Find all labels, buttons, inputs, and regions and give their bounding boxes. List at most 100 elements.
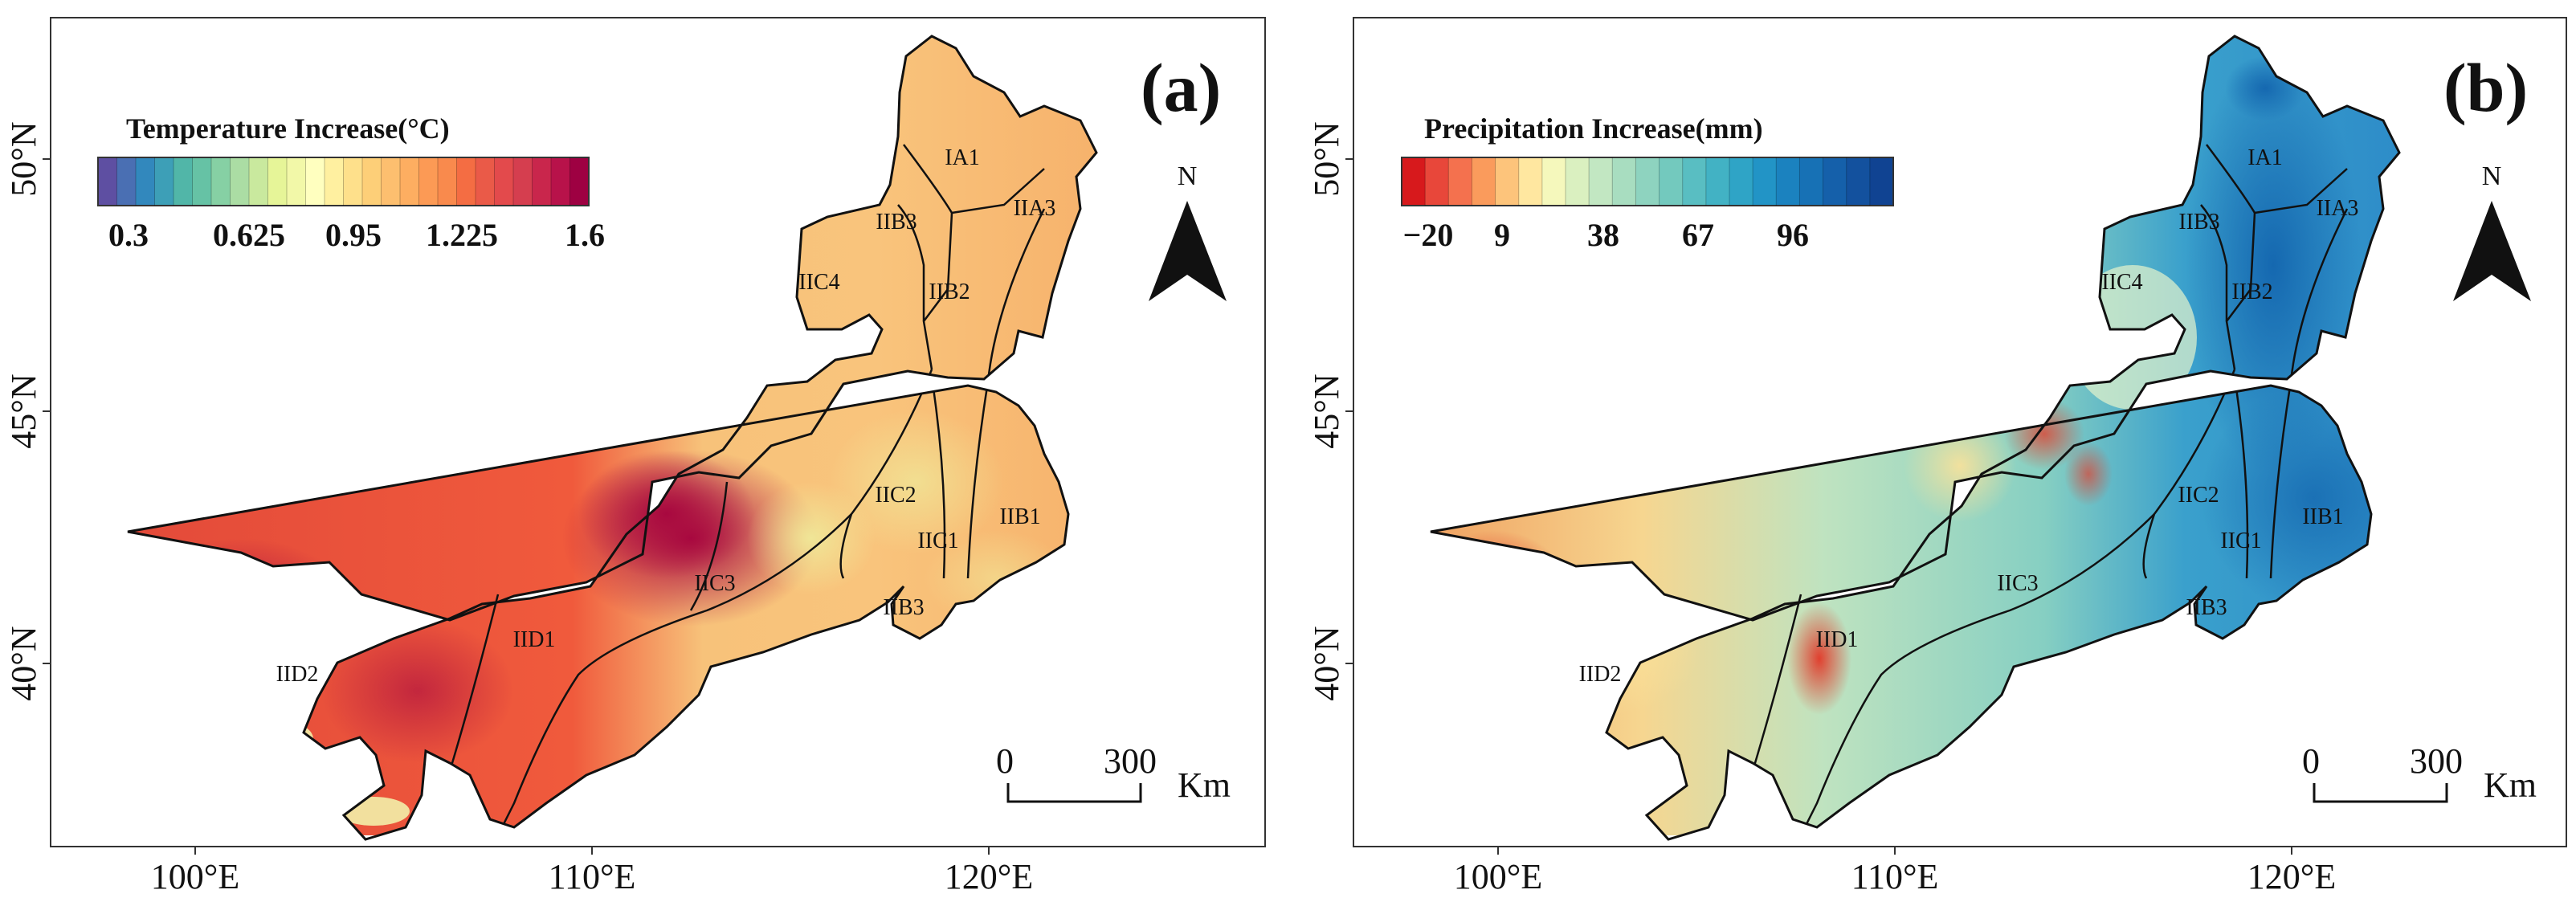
- colorbar-swatch: [1682, 157, 1707, 206]
- colorbar-swatch: [1448, 157, 1473, 206]
- colorbar-swatch: [438, 157, 458, 206]
- colorbar-swatch: [1776, 157, 1801, 206]
- colorbar-tick-label: 38: [1587, 217, 1619, 253]
- panel-b-y-tick-40: 40°N: [1307, 626, 1346, 700]
- region-label-iid2: IID2: [276, 662, 319, 687]
- panel-b-north-arrow: N: [2453, 161, 2531, 301]
- panel-b-colorbar-title: Precipitation Increase(mm): [1424, 112, 1763, 145]
- colorbar-tick-label: 0.3: [108, 217, 149, 253]
- panel-a-colorbar: Temperature Increase(°C) 0.3 0.625 0.95 1.2…: [97, 112, 605, 253]
- region-label-iid2: IID2: [1579, 662, 1622, 687]
- region-label-iib3: IIB3: [2186, 595, 2227, 620]
- panel-a-region-labels: IA1 IIB3 IIA3 IIC4 IIB2 IIC2 IIB1 IIC1 IIC3 IIB3 I…: [276, 145, 1056, 687]
- colorbar-swatch: [192, 157, 212, 206]
- region-label-iid1: IID1: [1816, 627, 1859, 652]
- region-label-iib2: IIB2: [929, 280, 970, 304]
- colorbar-border: [1401, 157, 1894, 206]
- panel-a-scale-bar: 0 300 Km: [996, 741, 1231, 805]
- colorbar-swatch: [1425, 157, 1449, 206]
- panel-a-y-tick-50: 50°N: [4, 121, 43, 196]
- panel-a: IA1 IIB3 IIA3 IIC4 IIB2 IIC2 IIB1 IIC1 IIC3 IIB3 I…: [4, 17, 1266, 896]
- colorbar-swatch: [287, 157, 307, 206]
- north-arrow-icon: [1149, 201, 1227, 301]
- colorbar-swatch: [1589, 157, 1613, 206]
- region-label-iib3: IIB3: [876, 210, 917, 235]
- panel-b-scale-unit: Km: [2484, 765, 2537, 805]
- panel-b-colorbar-ticks: −20 9 38 67 96: [1403, 217, 1809, 253]
- colorbar-swatch: [1799, 157, 1824, 206]
- colorbar-swatch: [211, 157, 231, 206]
- region-label-iia3: IIA3: [2317, 196, 2359, 221]
- colorbar-swatch: [1472, 157, 1496, 206]
- colorbar-swatch: [569, 157, 590, 206]
- region-label-ia1: IA1: [2247, 145, 2283, 170]
- panel-a-x-tick-100: 100°E: [151, 857, 239, 896]
- panel-b-x-tick-120: 120°E: [2247, 857, 2336, 896]
- region-label-ia1: IA1: [945, 145, 980, 170]
- north-arrow-icon: [2453, 201, 2531, 301]
- colorbar-swatch: [1635, 157, 1660, 206]
- colorbar-swatch: [513, 157, 533, 206]
- region-label-iic3: IIC3: [1997, 571, 2038, 596]
- colorbar-swatch: [230, 157, 250, 206]
- panel-b-colorbar-swatches: [1401, 157, 1894, 206]
- panel-a-label: (a): [1141, 49, 1221, 126]
- panel-a-scale-unit: Km: [1178, 765, 1231, 805]
- colorbar-tick-label: −20: [1403, 217, 1454, 253]
- panel-a-scale-zero: 0: [996, 741, 1014, 781]
- colorbar-swatch: [1541, 157, 1566, 206]
- panel-a-colorbar-swatches: [97, 157, 590, 206]
- region-label-iic4: IIC4: [2101, 270, 2142, 295]
- colorbar-tick-label: 1.6: [565, 217, 605, 253]
- panel-a-colorbar-title: Temperature Increase(°C): [126, 112, 450, 145]
- region-label-iic4: IIC4: [798, 270, 839, 295]
- colorbar-swatch: [98, 157, 118, 206]
- panel-a-north-label: N: [1178, 161, 1198, 191]
- colorbar-tick-label: 0.95: [325, 217, 382, 253]
- colorbar-tick-label: 1.225: [426, 217, 498, 253]
- colorbar-swatch: [174, 157, 194, 206]
- colorbar-swatch: [1846, 157, 1871, 206]
- panel-a-scale-distance: 300: [1104, 741, 1157, 781]
- panel-b: IA1 IIB3 IIA3 IIC4 IIB2 IIC2 IIB1 IIC1 IIC3 IIB3 I…: [1307, 17, 2567, 896]
- region-label-iib2: IIB2: [2231, 280, 2272, 304]
- colorbar-swatch: [400, 157, 420, 206]
- region-label-iic2: IIC2: [875, 483, 916, 508]
- colorbar-swatch: [1495, 157, 1520, 206]
- colorbar-swatch: [362, 157, 382, 206]
- panel-b-north-label: N: [2482, 161, 2502, 191]
- colorbar-swatch: [1566, 157, 1590, 206]
- colorbar-swatch: [249, 157, 269, 206]
- colorbar-tick-label: 67: [1682, 217, 1714, 253]
- colorbar-border: [97, 157, 590, 206]
- panel-a-x-tick-110: 110°E: [549, 857, 636, 896]
- panel-b-region-labels: IA1 IIB3 IIA3 IIC4 IIB2 IIC2 IIB1 IIC1 IIC3 IIB3 I…: [1579, 145, 2359, 687]
- colorbar-swatch: [154, 157, 174, 206]
- region-label-iid1: IID1: [513, 627, 556, 652]
- colorbar-swatch: [381, 157, 401, 206]
- colorbar-swatch: [494, 157, 514, 206]
- colorbar-swatch: [1612, 157, 1637, 206]
- colorbar-swatch: [1402, 157, 1426, 206]
- panel-a-y-tick-40: 40°N: [4, 626, 43, 700]
- region-label-iic3: IIC3: [694, 571, 735, 596]
- colorbar-tick-label: 0.625: [213, 217, 285, 253]
- panel-b-y-tick-50: 50°N: [1307, 121, 1346, 196]
- colorbar-swatch: [456, 157, 476, 206]
- region-label-iib3: IIB3: [2178, 210, 2219, 235]
- panel-b-x-tick-110: 110°E: [1851, 857, 1939, 896]
- panel-b-y-tick-45: 45°N: [1307, 373, 1346, 448]
- panel-b-scale-zero: 0: [2302, 741, 2320, 781]
- region-label-iic1: IIC1: [917, 529, 958, 553]
- colorbar-swatch: [325, 157, 345, 206]
- colorbar-tick-label: 9: [1494, 217, 1510, 253]
- colorbar-swatch: [418, 157, 439, 206]
- region-label-iib3: IIB3: [883, 595, 924, 620]
- panel-b-scale-bar: 0 300 Km: [2302, 741, 2537, 805]
- region-label-iib1: IIB1: [999, 504, 1040, 529]
- colorbar-swatch: [532, 157, 552, 206]
- region-label-iib1: IIB1: [2302, 504, 2343, 529]
- colorbar-swatch: [1729, 157, 1753, 206]
- region-label-iic1: IIC1: [2220, 529, 2261, 553]
